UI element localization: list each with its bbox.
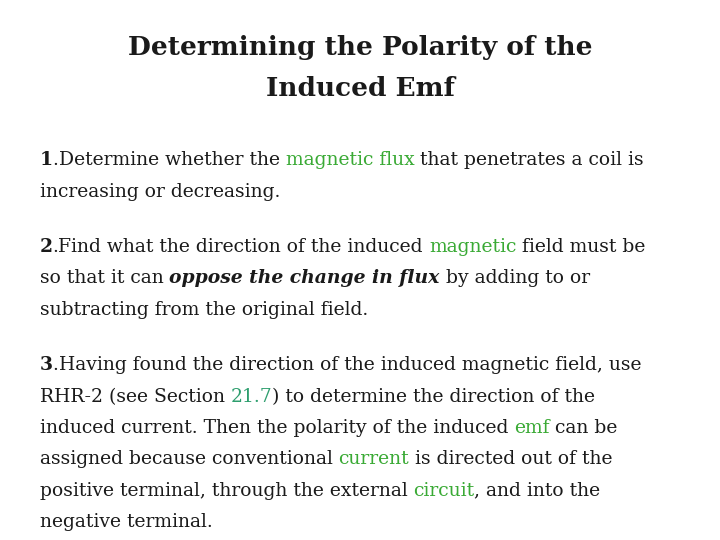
Text: magnetic: magnetic — [429, 238, 516, 256]
Text: induced current. Then the polarity of the induced: induced current. Then the polarity of th… — [40, 419, 514, 437]
Text: field must be: field must be — [516, 238, 646, 256]
Text: that penetrates a coil is: that penetrates a coil is — [414, 151, 644, 169]
Text: by adding to or: by adding to or — [440, 269, 590, 287]
Text: RHR-2 (see Section: RHR-2 (see Section — [40, 388, 230, 406]
Text: 1: 1 — [40, 151, 53, 169]
Text: Having found the direction of the induced magnetic field, use: Having found the direction of the induce… — [58, 356, 641, 374]
Text: Find what the direction of the induced: Find what the direction of the induced — [58, 238, 429, 256]
Text: 3: 3 — [40, 356, 53, 374]
Text: current: current — [338, 450, 409, 468]
Text: 21.7: 21.7 — [230, 388, 272, 406]
Text: is directed out of the: is directed out of the — [409, 450, 613, 468]
Text: .: . — [53, 238, 58, 256]
Text: , and into the: , and into the — [474, 482, 600, 500]
Text: positive terminal, through the external: positive terminal, through the external — [40, 482, 413, 500]
Text: circuit: circuit — [413, 482, 474, 500]
Text: emf: emf — [514, 419, 549, 437]
Text: .: . — [53, 356, 58, 374]
Text: magnetic flux: magnetic flux — [286, 151, 414, 169]
Text: negative terminal.: negative terminal. — [40, 513, 212, 531]
Text: can be: can be — [549, 419, 618, 437]
Text: so that it can: so that it can — [40, 269, 169, 287]
Text: Induced Emf: Induced Emf — [266, 76, 454, 100]
Text: 2: 2 — [40, 238, 53, 256]
Text: Determine whether the: Determine whether the — [58, 151, 286, 169]
Text: Determining the Polarity of the: Determining the Polarity of the — [127, 35, 593, 60]
Text: .: . — [53, 151, 58, 169]
Text: increasing or decreasing.: increasing or decreasing. — [40, 183, 280, 200]
Text: assigned because conventional: assigned because conventional — [40, 450, 338, 468]
Text: oppose the change in flux: oppose the change in flux — [169, 269, 440, 287]
Text: ) to determine the direction of the: ) to determine the direction of the — [272, 388, 595, 406]
Text: subtracting from the original field.: subtracting from the original field. — [40, 301, 368, 319]
